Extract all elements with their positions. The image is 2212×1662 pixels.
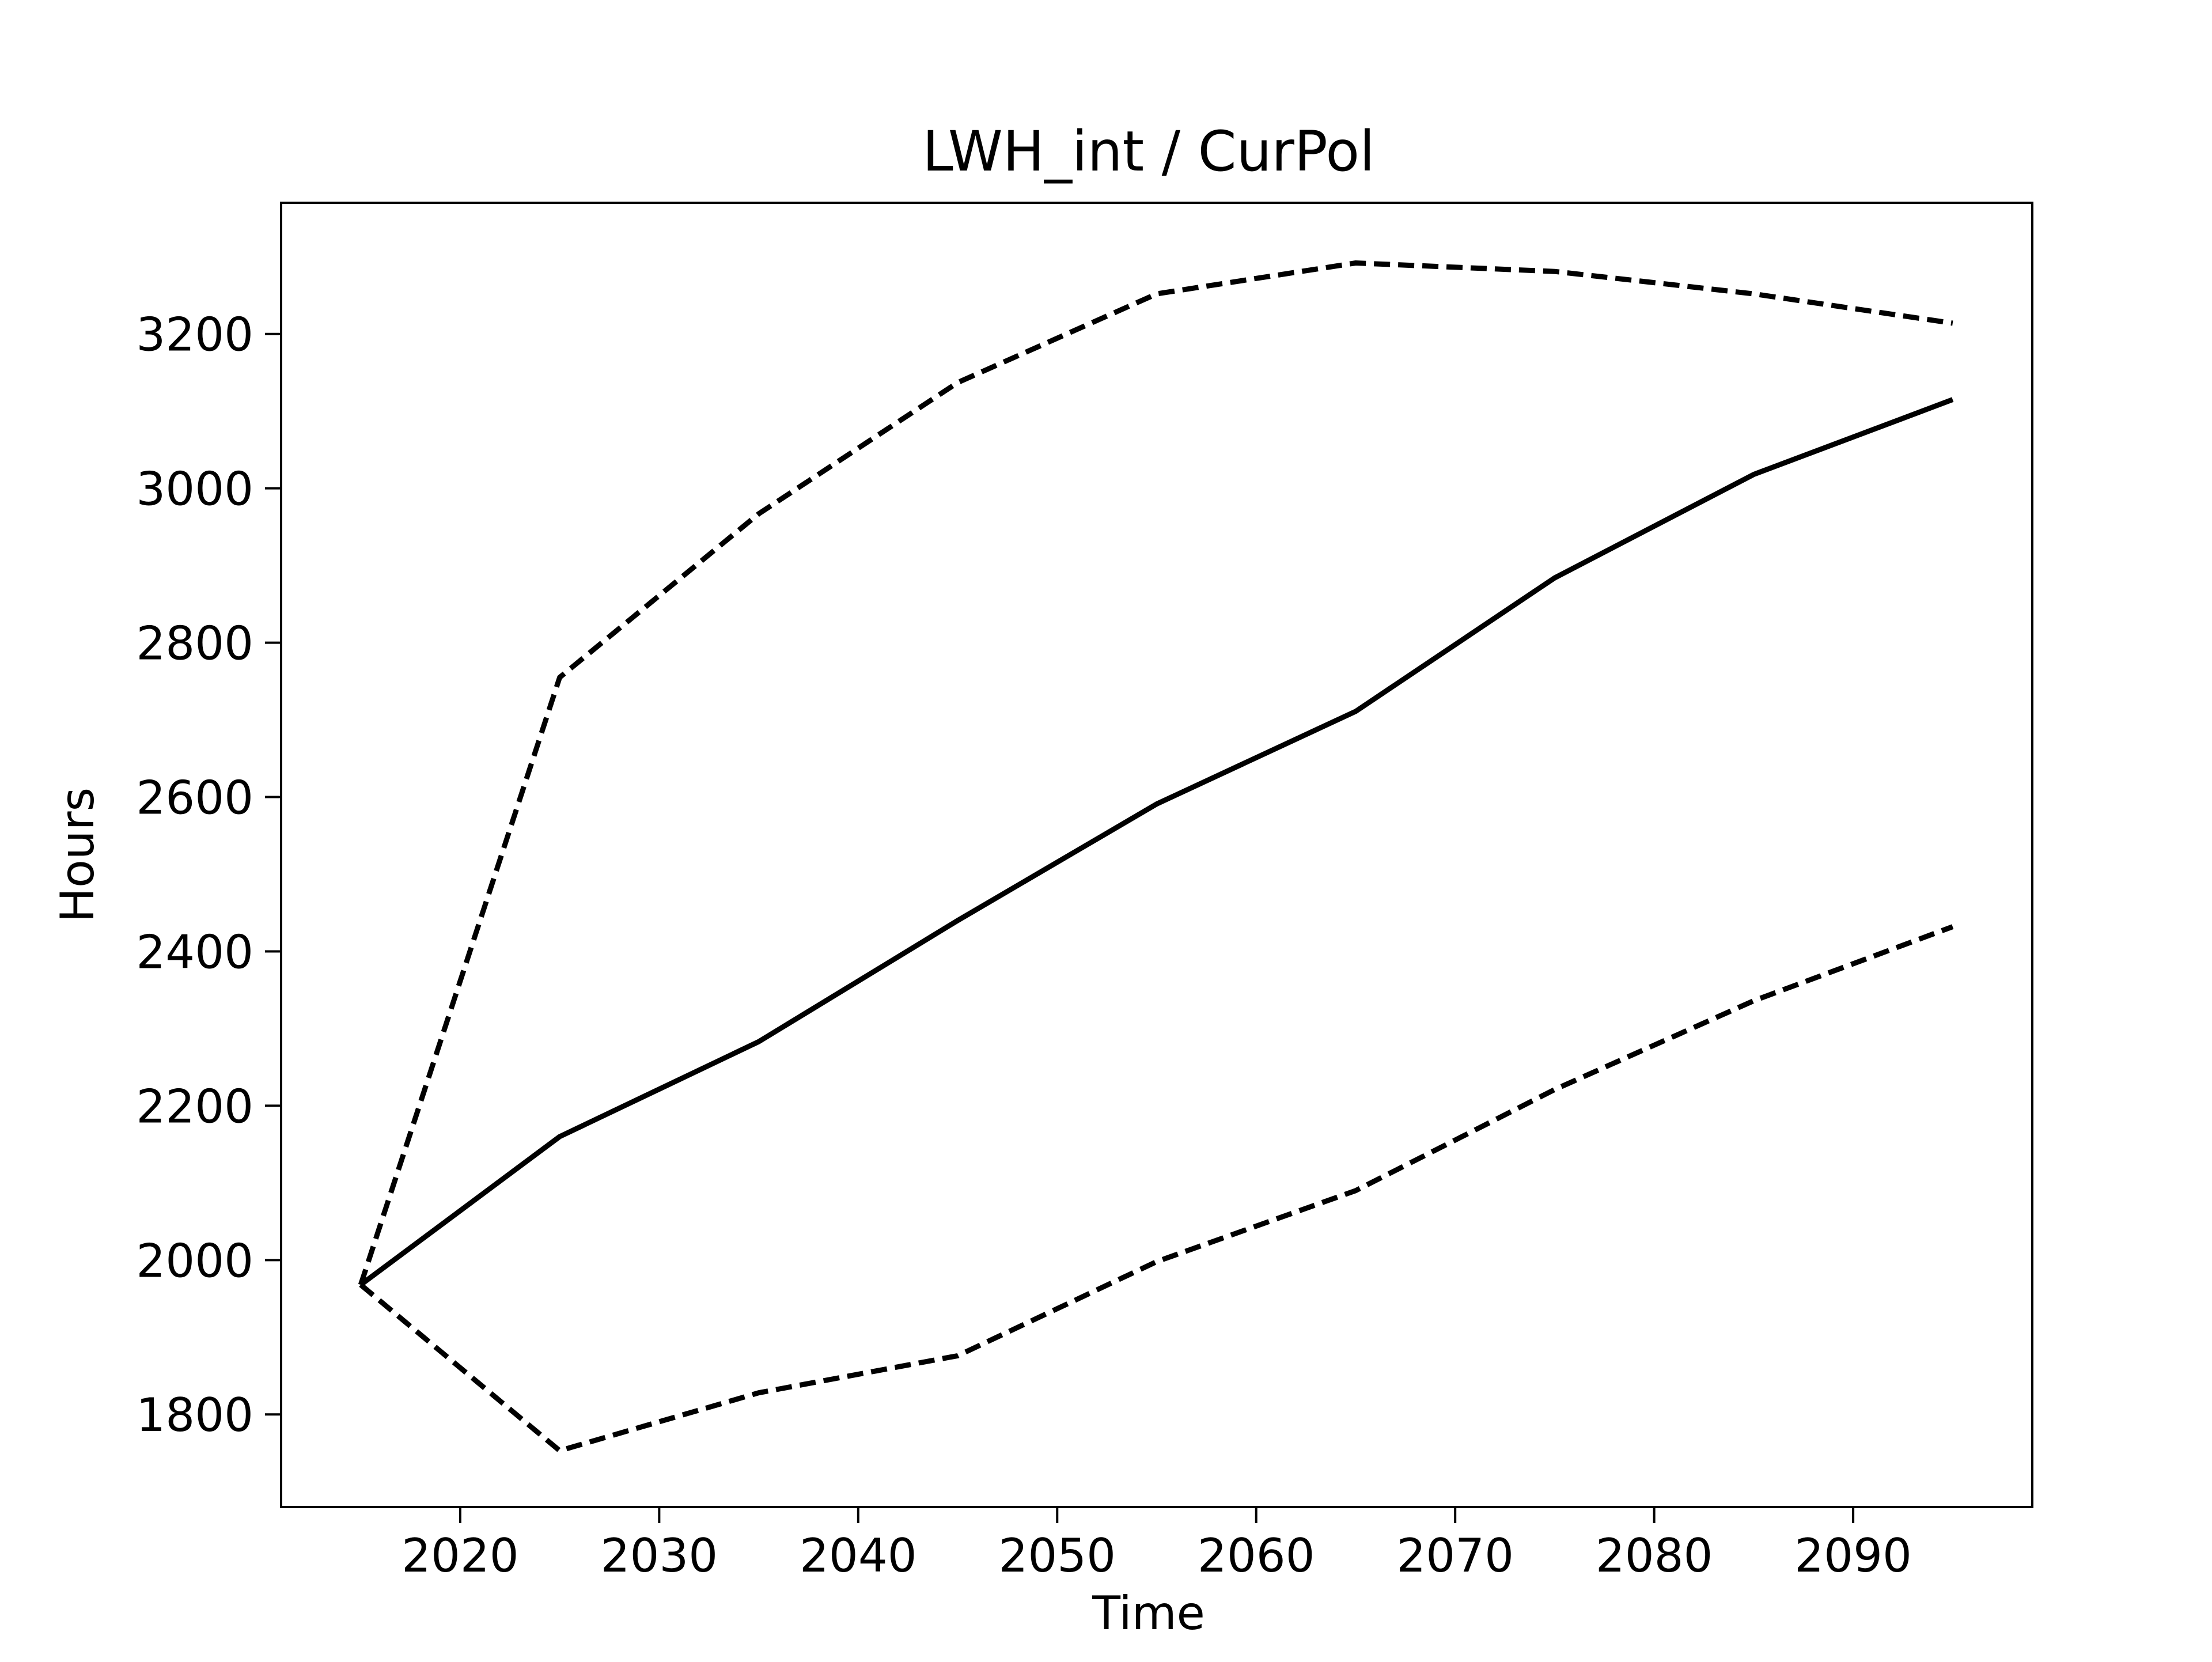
x-tick-label: 2060 <box>1198 1529 1315 1583</box>
x-axis-label: Time <box>1092 1587 1205 1640</box>
y-tick-label: 2000 <box>136 1234 253 1288</box>
series-line-dashed-2 <box>359 924 1954 1453</box>
x-tick-label: 2030 <box>601 1529 718 1583</box>
y-tick-label: 2800 <box>136 617 253 671</box>
y-tick-label: 3000 <box>136 463 253 516</box>
x-tick-label: 2070 <box>1396 1529 1514 1583</box>
y-tick-label: 2400 <box>136 925 253 979</box>
x-tick-label: 2080 <box>1596 1529 1713 1583</box>
y-tick-label: 2200 <box>136 1080 253 1133</box>
x-tick-label: 2020 <box>402 1529 519 1583</box>
chart-title: LWH_int / CurPol <box>922 119 1375 184</box>
plot-area: 2020 2030 2040 2050 2060 2070 2080 2090 1800 2000… <box>136 202 2033 1583</box>
series-line-solid-0 <box>359 397 1954 1287</box>
y-tick-label: 1800 <box>136 1388 253 1442</box>
x-tick-label: 2050 <box>998 1529 1116 1583</box>
y-tick-label: 3200 <box>136 308 253 362</box>
y-axis-label: Hours <box>51 788 104 922</box>
x-tick-label: 2090 <box>1794 1529 1912 1583</box>
x-tick-label: 2040 <box>800 1529 917 1583</box>
y-tick-label: 2600 <box>136 771 253 825</box>
plot-frame <box>280 202 2033 1508</box>
